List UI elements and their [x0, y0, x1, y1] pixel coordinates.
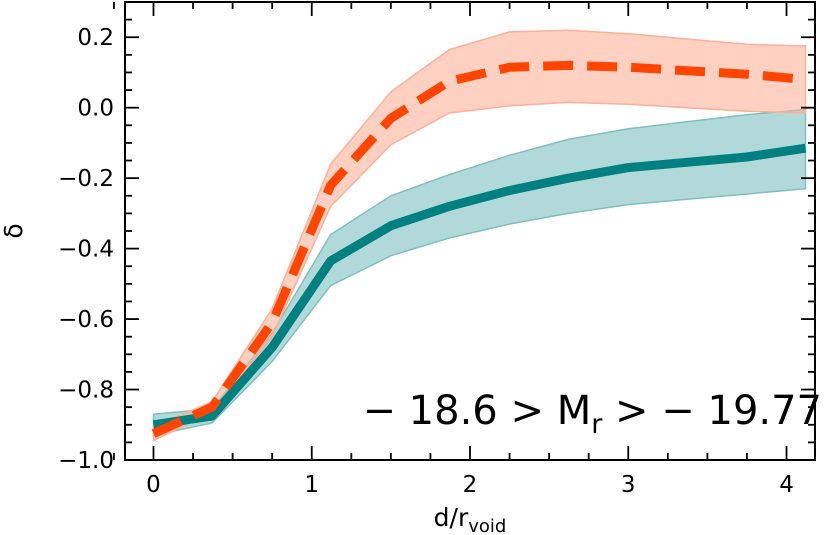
series-lines — [151, 60, 807, 438]
x-axis-label-main: d/r — [434, 503, 469, 532]
series-1-band — [152, 108, 807, 437]
y-tick-label: 0.2 — [77, 25, 114, 51]
x-tick-label: 0 — [146, 472, 161, 498]
y-tick-label: −0.6 — [58, 307, 114, 333]
error-bands — [152, 29, 807, 442]
y-axis-label: δ — [0, 223, 28, 238]
y-tick-label: −1.0 — [58, 448, 114, 474]
y-tick-label: −0.2 — [58, 166, 114, 192]
x-tick-label: 4 — [779, 472, 794, 498]
axis-ticks — [113, 2, 815, 461]
annotation-pre: − 18.6 > M — [362, 388, 591, 434]
series-2-line — [151, 60, 806, 438]
series-1-line — [152, 143, 807, 430]
x-tick-label: 3 — [621, 472, 636, 498]
y-tick-label: 0.0 — [77, 96, 114, 122]
x-tick-label: 1 — [304, 472, 319, 498]
tick-labels: 0 1 2 3 4 −1.0 −0.8 −0.6 −0.4 −0.2 0.0 0.2 — [58, 25, 794, 498]
magnitude-range-annotation: − 18.6 > Mr > − 19.77 — [362, 388, 822, 440]
annotation-post: > − 19.77 — [602, 388, 822, 434]
y-tick-label: −0.4 — [58, 237, 114, 263]
annotation-sub: r — [591, 409, 603, 440]
x-axis-label: d/rvoid — [434, 503, 507, 535]
x-tick-label: 2 — [463, 472, 478, 498]
x-axis-label-sub: void — [468, 516, 506, 535]
y-tick-label: −0.8 — [58, 378, 114, 404]
